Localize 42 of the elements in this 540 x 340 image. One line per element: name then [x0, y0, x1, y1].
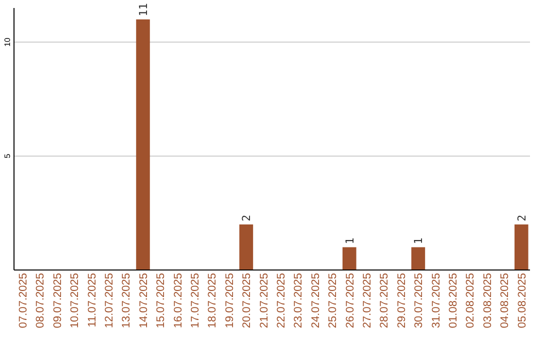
- y-tick-label: 5: [3, 153, 12, 158]
- x-tick-label: 05.08.2025: [516, 273, 528, 328]
- x-tick-label: 02.08.2025: [464, 273, 477, 328]
- x-tick-label: 13.07.2025: [120, 273, 133, 328]
- x-tick-label: 24.07.2025: [310, 273, 322, 328]
- x-tick-label: 09.07.2025: [52, 273, 64, 328]
- x-tick-label: 11.07.2025: [86, 273, 98, 328]
- x-tick-label: 01.08.2025: [447, 273, 460, 328]
- x-tick-label: 26.07.2025: [344, 273, 356, 328]
- x-tick-label: 31.07.2025: [430, 273, 442, 328]
- x-tick-label: 25.07.2025: [327, 273, 340, 328]
- x-tick-label: 16.07.2025: [172, 273, 184, 328]
- bar: [342, 247, 356, 270]
- x-tick-label: 10.07.2025: [69, 273, 82, 328]
- bar: [136, 19, 150, 270]
- data-label: 11: [137, 3, 150, 16]
- y-tick-label: 10: [3, 37, 12, 47]
- x-tick-label: 22.07.2025: [275, 273, 288, 328]
- data-label: 2: [515, 214, 528, 222]
- x-tick-label: 30.07.2025: [413, 273, 426, 328]
- x-tick-label: 08.07.2025: [34, 273, 47, 328]
- x-tick-label: 27.07.2025: [361, 273, 374, 328]
- x-tick-label: 18.07.2025: [206, 273, 219, 328]
- data-label: 1: [412, 238, 426, 244]
- data-label: 1: [343, 238, 356, 244]
- data-label: 2: [240, 214, 254, 222]
- x-tick-label: 19.07.2025: [224, 273, 236, 328]
- bar: [411, 247, 426, 270]
- x-tick-label: 28.07.2025: [378, 273, 391, 328]
- x-tick-label: 20.07.2025: [241, 273, 254, 328]
- bar: [514, 224, 528, 270]
- x-tick-label: 07.07.2025: [17, 273, 30, 328]
- x-tick-label: 14.07.2025: [138, 273, 150, 328]
- x-tick-label: 12.07.2025: [103, 273, 116, 328]
- x-tick-label: 21.07.2025: [258, 273, 270, 328]
- x-tick-label: 23.07.2025: [292, 273, 305, 328]
- x-tick-label: 04.08.2025: [499, 273, 512, 328]
- x-tick-label: 03.08.2025: [482, 273, 494, 328]
- bar: [239, 224, 254, 270]
- x-tick-label: 15.07.2025: [155, 273, 168, 328]
- x-tick-label: 17.07.2025: [189, 273, 202, 328]
- x-tick-label: 29.07.2025: [396, 273, 408, 328]
